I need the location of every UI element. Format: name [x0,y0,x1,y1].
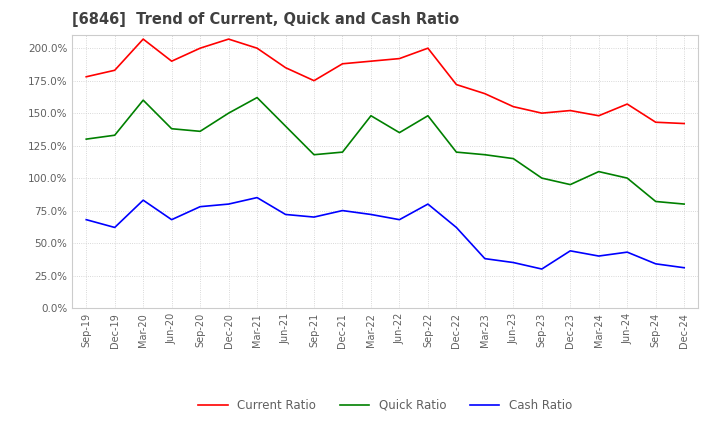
Cash Ratio [139,198,148,203]
Current Ratio [253,46,261,51]
Quick Ratio [338,150,347,155]
Current Ratio [509,104,518,109]
Cash Ratio [480,256,489,261]
Quick Ratio [366,113,375,118]
Cash Ratio [167,217,176,222]
Line: Quick Ratio: Quick Ratio [86,98,684,204]
Current Ratio [225,37,233,42]
Current Ratio [282,65,290,70]
Quick Ratio [82,136,91,142]
Current Ratio [623,101,631,106]
Current Ratio [395,56,404,61]
Cash Ratio [253,195,261,200]
Current Ratio [566,108,575,113]
Current Ratio [480,91,489,96]
Current Ratio [452,82,461,87]
Cash Ratio [595,253,603,259]
Quick Ratio [623,176,631,181]
Cash Ratio [623,249,631,255]
Quick Ratio [110,132,119,138]
Cash Ratio [366,212,375,217]
Cash Ratio [338,208,347,213]
Quick Ratio [225,110,233,116]
Cash Ratio [566,248,575,253]
Cash Ratio [196,204,204,209]
Cash Ratio [110,225,119,230]
Quick Ratio [509,156,518,161]
Quick Ratio [566,182,575,187]
Cash Ratio [423,202,432,207]
Current Ratio [366,59,375,64]
Cash Ratio [452,225,461,230]
Quick Ratio [282,124,290,129]
Quick Ratio [423,113,432,118]
Cash Ratio [82,217,91,222]
Current Ratio [310,78,318,83]
Current Ratio [139,37,148,42]
Quick Ratio [680,202,688,207]
Quick Ratio [595,169,603,174]
Current Ratio [82,74,91,79]
Line: Cash Ratio: Cash Ratio [86,198,684,269]
Cash Ratio [652,261,660,267]
Current Ratio [196,46,204,51]
Quick Ratio [196,128,204,134]
Text: [6846]  Trend of Current, Quick and Cash Ratio: [6846] Trend of Current, Quick and Cash … [72,12,459,27]
Quick Ratio [139,98,148,103]
Quick Ratio [253,95,261,100]
Quick Ratio [652,199,660,204]
Line: Current Ratio: Current Ratio [86,39,684,124]
Cash Ratio [509,260,518,265]
Current Ratio [537,110,546,116]
Cash Ratio [282,212,290,217]
Quick Ratio [480,152,489,158]
Current Ratio [595,113,603,118]
Cash Ratio [537,266,546,271]
Current Ratio [338,61,347,66]
Quick Ratio [167,126,176,132]
Quick Ratio [310,152,318,158]
Quick Ratio [395,130,404,135]
Cash Ratio [310,214,318,220]
Current Ratio [110,68,119,73]
Current Ratio [423,46,432,51]
Quick Ratio [452,150,461,155]
Cash Ratio [680,265,688,270]
Current Ratio [680,121,688,126]
Cash Ratio [395,217,404,222]
Quick Ratio [537,176,546,181]
Current Ratio [167,59,176,64]
Cash Ratio [225,202,233,207]
Legend: Current Ratio, Quick Ratio, Cash Ratio: Current Ratio, Quick Ratio, Cash Ratio [194,394,577,417]
Current Ratio [652,120,660,125]
